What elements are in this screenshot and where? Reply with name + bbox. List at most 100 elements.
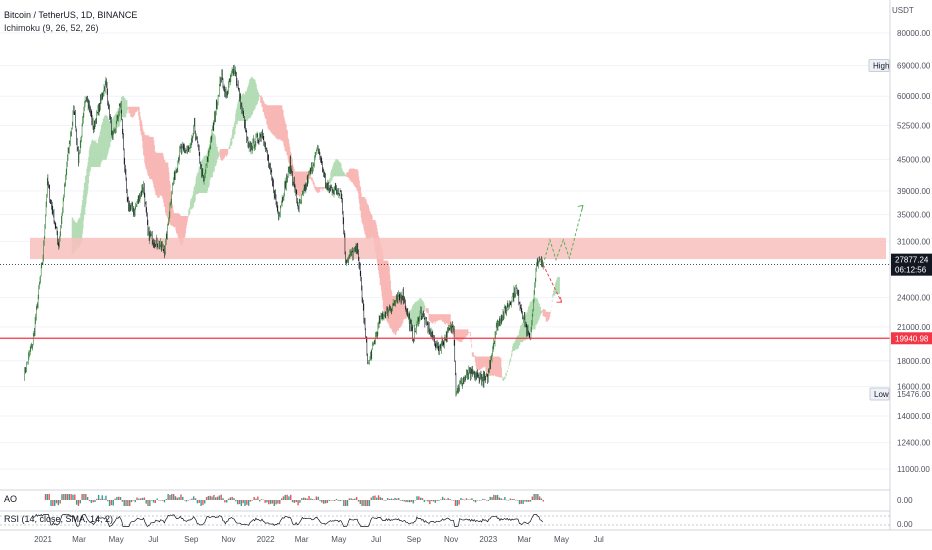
ao-bar (75, 500, 78, 505)
cloud-segment (181, 216, 183, 246)
cloud-segment (396, 295, 398, 331)
ao-bar (474, 500, 477, 503)
cloud-segment (298, 171, 300, 197)
indicator-legend[interactable]: Ichimoku (9, 26, 52, 26) (4, 23, 99, 33)
price-axis[interactable]: 80000.00 60000.00 52500.00 45000.00 39000.00… (897, 29, 931, 474)
cloud-segment (114, 115, 116, 128)
cloud-segment (124, 98, 126, 118)
cloud-segment (300, 171, 302, 195)
cloud-segment (340, 162, 341, 177)
cloud-segment (172, 205, 174, 226)
cloud-segment (541, 310, 543, 314)
ao-bar (452, 500, 455, 501)
ao-bar (70, 494, 72, 500)
cloud-segment (540, 306, 542, 316)
ao-bar (515, 499, 517, 501)
cloud-segment (139, 116, 141, 131)
ao-bar (321, 500, 323, 503)
cloud-segment (275, 105, 277, 139)
ao-bar (268, 500, 270, 505)
cloud-segment (221, 149, 223, 161)
cloud-segment (152, 136, 154, 182)
cloud-segment (343, 172, 345, 177)
ao-bar (176, 497, 178, 500)
cloud-segment (236, 107, 238, 125)
cloud-segment (200, 162, 202, 193)
cloud-segment (475, 356, 477, 367)
time-axis[interactable]: 2021 Mar May Jul Sep Nov 2022 Mar May Jul Sep Nov 20… (34, 535, 604, 544)
ao-bar (332, 500, 334, 501)
cloud-segment (538, 303, 540, 321)
cloud-segment (535, 297, 537, 326)
cloud-segment (154, 145, 155, 189)
cloud-segment (318, 187, 320, 193)
time-tick-label: 2021 (34, 535, 52, 544)
cloud-segment (534, 297, 535, 330)
cloud-segment (132, 106, 133, 118)
cloud-segment (158, 152, 160, 198)
time-tick-label: Nov (221, 535, 235, 544)
cloud-segment (143, 131, 144, 155)
cloud-segment (182, 216, 184, 244)
ao-bar (491, 497, 493, 500)
cloud-segment (557, 276, 559, 295)
cloud-segment (96, 142, 98, 168)
cloud-segment (128, 106, 130, 113)
ao-bar (436, 500, 438, 501)
cloud-segment (287, 137, 289, 160)
cloud-segment (146, 135, 147, 170)
cloud-segment (444, 314, 446, 324)
price-tick-label: 12400.00 (897, 439, 931, 448)
cloud-segment (72, 217, 74, 255)
cloud-segment (424, 305, 426, 307)
cloud-segment (277, 105, 279, 140)
cloud-segment (512, 346, 513, 352)
ao-bar (182, 496, 184, 500)
ao-bar (465, 498, 468, 500)
cloud-segment (73, 221, 75, 252)
cloud-segment (338, 162, 340, 177)
cloud-segment (71, 217, 73, 255)
cloud-segment (310, 175, 312, 179)
ao-bar (96, 498, 98, 500)
ao-bar (136, 497, 138, 500)
cloud-segment (494, 356, 496, 375)
ao-bar (282, 496, 285, 500)
cloud-segment (477, 356, 479, 370)
cloud-segment (260, 95, 262, 103)
cloud-segment (238, 98, 240, 121)
cloud-segment (161, 152, 163, 196)
cloud-segment (276, 105, 278, 140)
cloud-segment (160, 152, 162, 196)
cloud-segment (356, 169, 358, 191)
cloud-segment (388, 266, 390, 326)
cloud-segment (347, 171, 349, 177)
ao-bar (123, 500, 125, 506)
ao-bar (216, 496, 219, 500)
cloud-segment (483, 356, 485, 368)
cloud-segment (186, 216, 188, 222)
cloud-segment (550, 310, 552, 312)
cloud-segment (455, 329, 457, 341)
price-tick-label: 24000.00 (897, 294, 931, 303)
ao-bar (138, 498, 140, 500)
cloud-segment (383, 260, 385, 315)
ao-bar (482, 498, 484, 500)
cloud-segment (288, 143, 290, 164)
time-tick-label: 2023 (479, 535, 497, 544)
ao-bar (215, 497, 217, 500)
ao-bar (266, 500, 268, 503)
ao-bar (154, 500, 157, 504)
cloud-segment (539, 306, 541, 317)
ao-label[interactable]: AO (4, 494, 18, 504)
cloud-segment (233, 122, 235, 135)
cloud-segment (545, 311, 547, 322)
ao-bar (328, 500, 330, 501)
cloud-segment (462, 329, 464, 340)
cloud-segment (299, 171, 301, 198)
high-value-text: 69000.00 (897, 62, 931, 71)
last-price-text: 27877.24 (895, 256, 929, 265)
rsi-label[interactable]: RSI (14, close, SMA, 14, 2) (4, 514, 114, 524)
ao-bar (385, 500, 387, 501)
